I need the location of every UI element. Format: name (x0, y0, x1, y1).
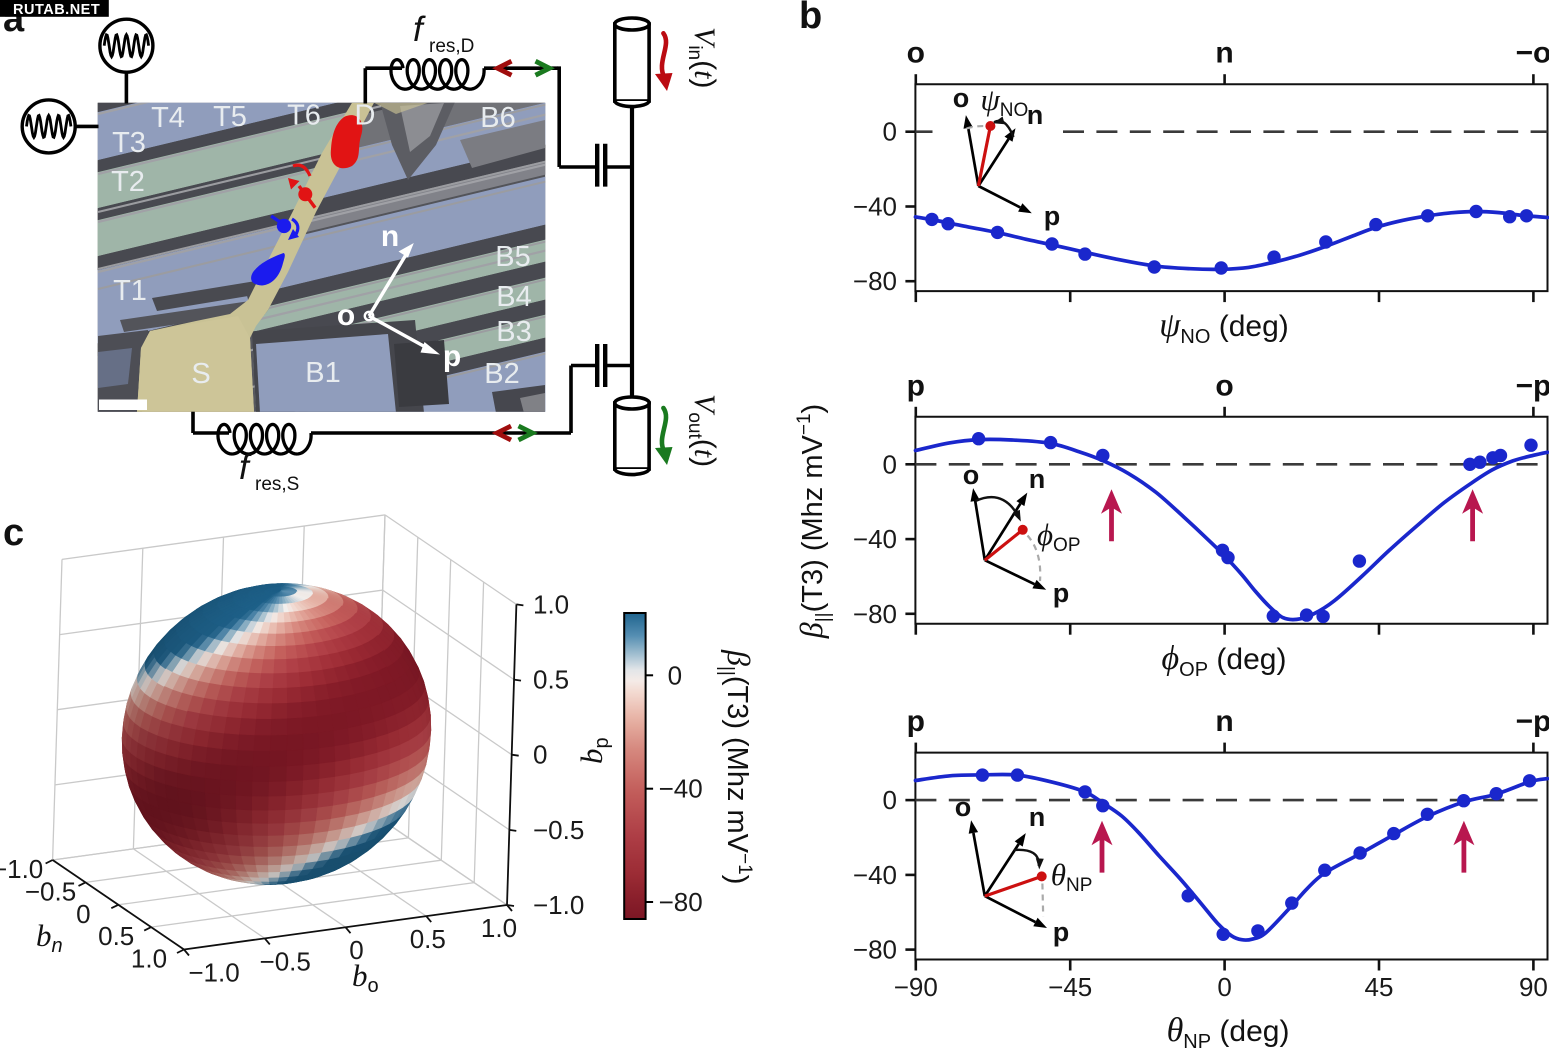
svg-text:−o: −o (1515, 37, 1549, 70)
svg-text:1.0: 1.0 (131, 944, 167, 974)
svg-text:RUTAB.NET: RUTAB.NET (13, 2, 100, 18)
svg-text:p: p (907, 369, 925, 402)
svg-text:−40: −40 (853, 524, 897, 554)
svg-text:1.0: 1.0 (481, 913, 517, 943)
svg-text:−p: −p (1515, 369, 1549, 402)
svg-text:bp: bp (574, 737, 613, 764)
svg-text:ϕOP (deg): ϕOP (deg) (1162, 640, 1287, 681)
svg-text:B5: B5 (495, 241, 530, 273)
svg-text:res,D: res,D (429, 36, 474, 57)
svg-text:−40: −40 (853, 192, 897, 222)
svg-text:0: 0 (349, 935, 363, 965)
svg-text:−40: −40 (853, 860, 897, 890)
svg-text:o: o (337, 299, 355, 332)
svg-text:−0.5: −0.5 (260, 946, 311, 976)
svg-text:ψNO (deg): ψNO (deg) (1159, 307, 1289, 348)
svg-text:bn: bn (36, 918, 63, 957)
svg-text:1.0: 1.0 (533, 589, 569, 619)
svg-text:T5: T5 (213, 101, 247, 133)
svg-text:n: n (1029, 464, 1046, 494)
svg-text:0.5: 0.5 (98, 921, 134, 951)
svg-text:θNP: θNP (1051, 857, 1093, 896)
svg-text:p: p (443, 340, 461, 373)
svg-text:0: 0 (883, 785, 897, 815)
svg-text:0.5: 0.5 (410, 924, 446, 954)
svg-text:Vout(t): Vout(t) (684, 394, 721, 467)
svg-text:p: p (1053, 917, 1070, 947)
svg-text:0: 0 (1217, 972, 1231, 1002)
svg-text:bo: bo (352, 958, 379, 997)
svg-text:−0.5: −0.5 (533, 815, 584, 845)
svg-text:c: c (3, 512, 24, 554)
svg-text:D: D (355, 100, 376, 132)
svg-text:β||(T3) (Mhz mV−1): β||(T3) (Mhz mV−1) (793, 404, 834, 639)
svg-text:−80: −80 (853, 599, 897, 629)
svg-text:T2: T2 (111, 166, 145, 198)
svg-text:S: S (191, 358, 210, 390)
svg-text:β||(T3) (Mhz mV−1): β||(T3) (Mhz mV−1) (716, 649, 757, 884)
svg-text:p: p (907, 705, 925, 738)
svg-text:0: 0 (883, 449, 897, 479)
svg-text:n: n (1215, 37, 1233, 70)
svg-text:0: 0 (668, 660, 682, 690)
svg-text:−80: −80 (853, 935, 897, 965)
svg-text:−1.0: −1.0 (0, 854, 43, 884)
svg-text:n: n (381, 220, 399, 253)
svg-text:B2: B2 (484, 358, 519, 390)
svg-text:θNP (deg): θNP (deg) (1167, 1012, 1290, 1053)
svg-text:T1: T1 (113, 275, 147, 307)
svg-text:T4: T4 (151, 102, 185, 134)
svg-text:n: n (1215, 705, 1233, 738)
svg-text:o: o (1215, 369, 1233, 402)
svg-text:B4: B4 (496, 281, 531, 313)
svg-text:−1.0: −1.0 (188, 958, 239, 988)
svg-text:−80: −80 (659, 887, 703, 917)
svg-text:ψNO: ψNO (981, 82, 1029, 121)
svg-text:ϕOP: ϕOP (1037, 517, 1081, 556)
svg-text:T6: T6 (287, 100, 321, 132)
svg-text:0.5: 0.5 (533, 665, 569, 695)
svg-text:o: o (955, 792, 972, 822)
svg-text:0: 0 (883, 117, 897, 147)
svg-text:−1.0: −1.0 (533, 890, 584, 920)
svg-text:n: n (1027, 100, 1044, 130)
svg-text:B1: B1 (305, 357, 340, 389)
svg-text:90: 90 (1519, 972, 1548, 1002)
svg-text:0: 0 (533, 740, 547, 770)
svg-text:0: 0 (76, 899, 90, 929)
svg-text:p: p (1053, 578, 1070, 608)
svg-text:res,S: res,S (255, 474, 299, 495)
svg-text:o: o (963, 460, 980, 490)
svg-text:B3: B3 (496, 316, 531, 348)
svg-text:−80: −80 (853, 266, 897, 296)
svg-text:n: n (1029, 802, 1046, 832)
svg-text:Vin(t): Vin(t) (684, 27, 721, 88)
svg-text:b: b (799, 0, 822, 37)
svg-text:T3: T3 (112, 127, 146, 159)
svg-text:B6: B6 (480, 102, 515, 134)
svg-text:−p: −p (1515, 705, 1549, 738)
svg-text:−40: −40 (659, 774, 703, 804)
svg-text:o: o (907, 37, 925, 70)
svg-text:−0.5: −0.5 (25, 876, 76, 906)
svg-text:p: p (1044, 201, 1061, 231)
svg-text:−45: −45 (1048, 972, 1092, 1002)
svg-text:45: 45 (1365, 972, 1394, 1002)
svg-text:−90: −90 (894, 972, 938, 1002)
svg-text:o: o (953, 83, 970, 113)
